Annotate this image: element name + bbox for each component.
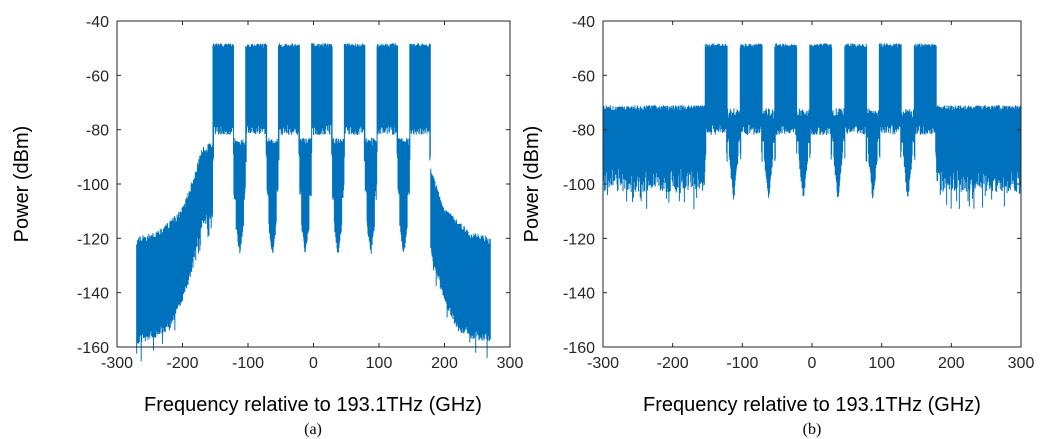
y-tick-label: -80	[86, 123, 109, 140]
x-tick-label: 300	[1008, 355, 1035, 372]
panel-b-y-axis-label: Power (dBm)	[521, 126, 543, 243]
panel-a-caption: (a)	[304, 421, 322, 438]
x-tick-label: 200	[431, 355, 458, 372]
y-tick-label: -40	[572, 14, 595, 31]
y-tick-label: -80	[572, 123, 595, 140]
x-tick-label: -200	[657, 355, 689, 372]
panel-a-y-axis-label: Power (dBm)	[11, 126, 33, 243]
panel-b-caption: (b)	[803, 421, 822, 438]
y-tick-label: -40	[86, 14, 109, 31]
panel-a-spectrum-trace	[136, 43, 491, 362]
x-tick-label: 100	[868, 355, 895, 372]
panel-b: -300 -200 -100 0 100 200 300 -160-140-120-100-…	[521, 14, 1034, 438]
y-tick-label: -100	[77, 177, 109, 194]
panel-b-x-ticks: -300 -200 -100 0 100 200 300	[587, 21, 1034, 372]
x-tick-label: -100	[232, 355, 264, 372]
panel-b-x-axis-label: Frequency relative to 193.1THz (GHz)	[643, 394, 981, 416]
y-tick-label: -100	[563, 177, 595, 194]
panel-a: -300 -200 -100 0 100 200 300 -160-140-120-100-…	[11, 14, 523, 438]
panel-a-x-axis-label: Frequency relative to 193.1THz (GHz)	[144, 394, 482, 416]
x-tick-label: 200	[938, 355, 965, 372]
x-tick-label: 0	[309, 355, 318, 372]
x-tick-label: -300	[587, 355, 619, 372]
x-tick-label: 300	[497, 355, 524, 372]
y-tick-label: -140	[77, 286, 109, 303]
panel-b-y-ticks: -160 -140 -120 -100 -80 -60 -40	[563, 14, 1021, 357]
panel-a-y-ticks: -160 -140 -120 -100 -80 -60 -40	[77, 14, 510, 357]
y-tick-label: -120	[77, 231, 109, 248]
x-tick-label: -100	[726, 355, 758, 372]
y-tick-label: -140	[563, 286, 595, 303]
panel-a-spectrum-series	[136, 43, 491, 362]
y-tick-label: -60	[572, 68, 595, 85]
panel-a-x-ticks: -300 -200 -100 0 100 200 300	[101, 21, 523, 372]
x-tick-label: -200	[166, 355, 198, 372]
y-tick-label: -120	[563, 231, 595, 248]
x-tick-label: 0	[808, 355, 817, 372]
y-tick-label: -160	[77, 340, 109, 357]
x-tick-label: -300	[101, 355, 133, 372]
x-tick-label: 100	[366, 355, 393, 372]
y-tick-label: -60	[86, 68, 109, 85]
y-tick-label: -160	[563, 340, 595, 357]
